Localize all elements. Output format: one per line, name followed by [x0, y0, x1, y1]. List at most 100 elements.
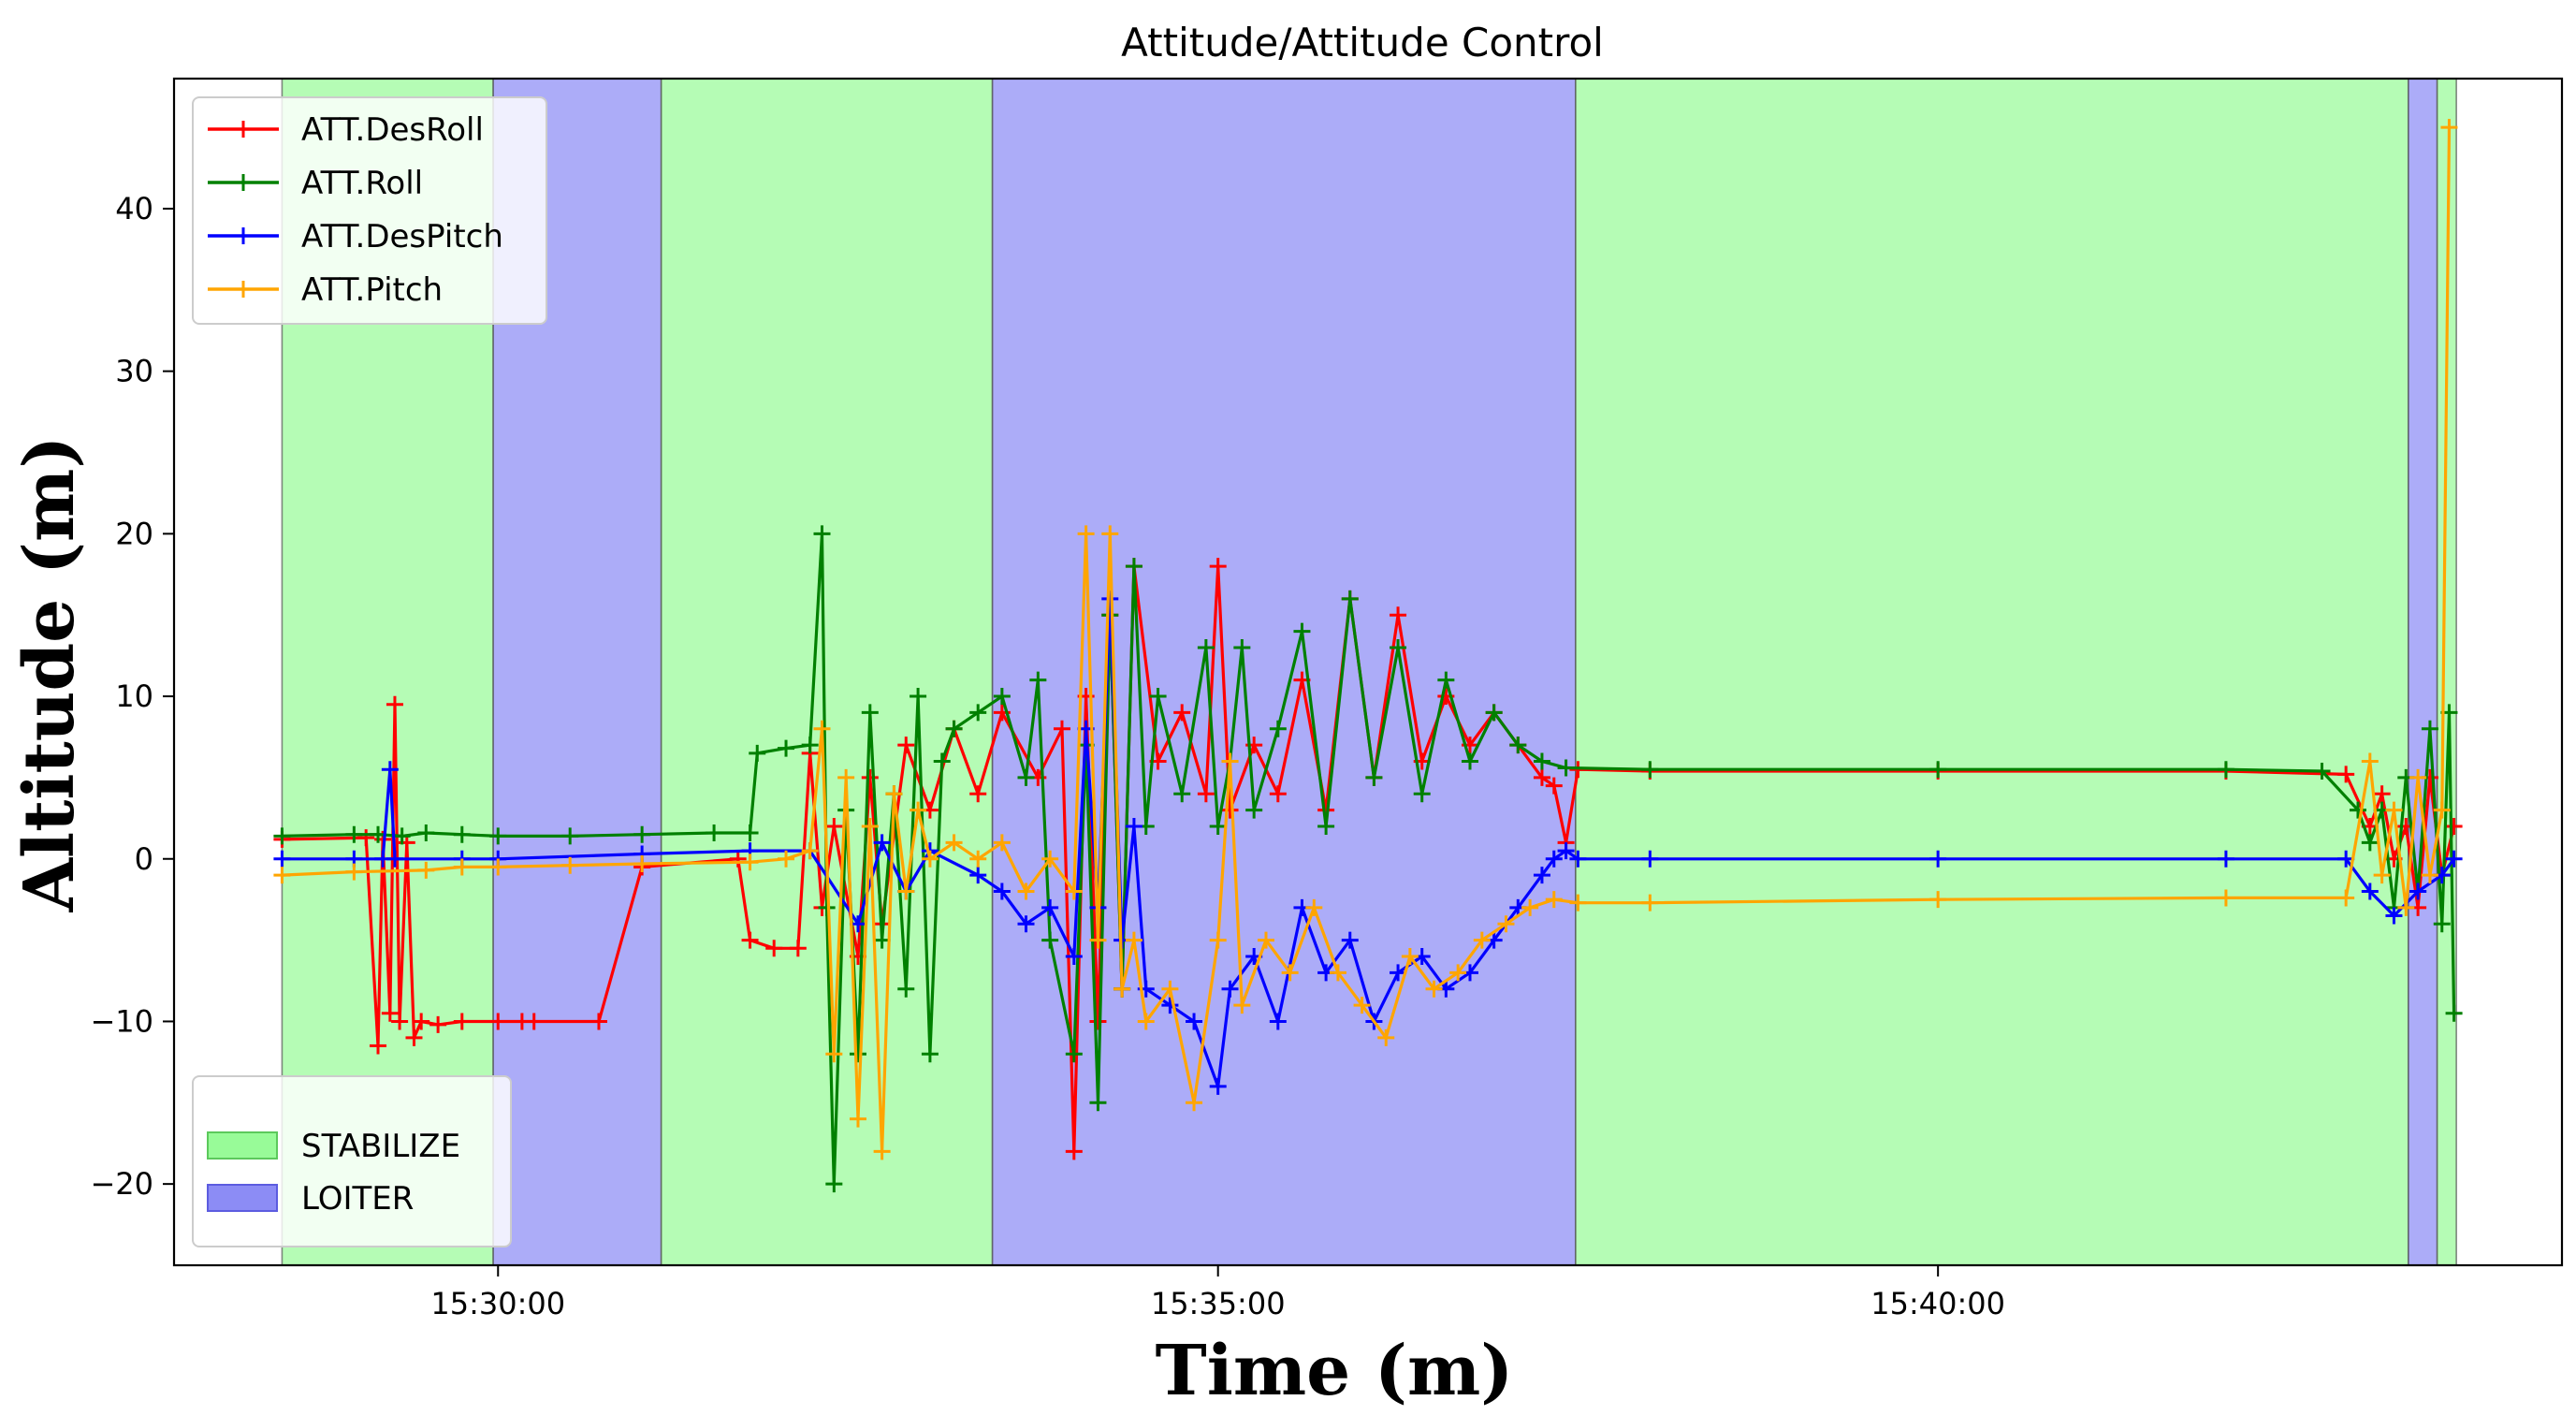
series-point-att-despitch-11: [873, 834, 891, 852]
series-point-att-pitch-51: [1641, 894, 1659, 912]
series-point-att-pitch-50: [1569, 894, 1587, 912]
series-point-att-pitch-14: [861, 818, 879, 836]
series-point-att-roll-1: [345, 825, 363, 843]
series-point-att-roll-55: [1485, 704, 1503, 722]
series-point-att-roll-11: [749, 744, 766, 762]
series-point-att-pitch-59: [2409, 768, 2427, 786]
series-point-att-pitch-1: [345, 863, 363, 881]
series-point-att-roll-51: [1390, 638, 1407, 656]
series-point-att-roll-7: [561, 827, 579, 845]
series-point-att-pitch-44: [1425, 980, 1443, 998]
series-point-att-roll-0: [273, 827, 291, 845]
series-point-att-pitch-20: [945, 834, 963, 852]
series-point-att-desroll-72: [2445, 818, 2463, 836]
series-point-att-roll-44: [1233, 638, 1251, 656]
series-point-att-despitch-18: [1065, 947, 1083, 965]
series-point-att-desroll-23: [825, 818, 843, 836]
series-point-att-desroll-14: [525, 1013, 543, 1030]
legend-label-att-pitch: ATT.Pitch: [301, 271, 443, 309]
x-tick-label-0: 15:30:00: [430, 1286, 565, 1321]
series-point-att-desroll-18: [741, 931, 759, 949]
series-point-att-desroll-33: [1053, 720, 1070, 737]
series-point-att-desroll-6: [391, 1013, 409, 1030]
series-point-att-desroll-66: [2373, 785, 2391, 803]
series-point-att-despitch-46: [1929, 850, 1947, 868]
series-point-att-despitch-27: [1209, 1077, 1227, 1095]
series-point-att-roll-23: [910, 688, 927, 706]
legend-marker-att-pitch: [235, 281, 252, 298]
series-point-att-pitch-17: [897, 883, 915, 900]
series-point-att-roll-30: [1029, 671, 1047, 689]
series-point-att-despitch-43: [1557, 842, 1575, 860]
y-tick-label-6: 40: [115, 191, 153, 226]
series-point-att-pitch-22: [993, 834, 1011, 852]
legend-marker-att-desroll: [235, 121, 252, 138]
series-point-att-roll-54: [1462, 752, 1479, 770]
series-point-att-pitch-3: [453, 858, 471, 876]
series-point-att-desroll-9: [413, 1013, 430, 1030]
series-point-att-despitch-53: [2445, 850, 2463, 868]
series-point-att-roll-52: [1413, 785, 1431, 803]
legend-label-loiter: LOITER: [301, 1180, 414, 1218]
series-point-att-pitch-57: [2385, 801, 2403, 819]
series-point-att-roll-32: [1065, 1045, 1083, 1063]
series-point-att-pitch-42: [1377, 1028, 1395, 1046]
series-point-att-roll-45: [1245, 801, 1263, 819]
plot-area-frame: [172, 77, 2564, 1267]
series-point-att-pitch-61: [2433, 801, 2451, 819]
series-point-att-desroll-25: [861, 768, 879, 786]
series-point-att-pitch-5: [561, 856, 579, 874]
series-point-att-despitch-45: [1641, 850, 1659, 868]
series-point-att-desroll-30: [969, 785, 987, 803]
series-point-att-roll-62: [2313, 762, 2331, 780]
series-point-att-roll-69: [2421, 720, 2438, 737]
series-layer: [273, 119, 2463, 1193]
series-point-att-pitch-16: [885, 785, 903, 803]
series-point-att-roll-24: [921, 1045, 939, 1063]
series-point-att-pitch-6: [633, 854, 651, 872]
series-point-att-roll-49: [1341, 590, 1359, 607]
series-point-att-desroll-43: [1209, 558, 1227, 576]
legend-swatch-stabilize: [207, 1131, 278, 1160]
series-point-att-pitch-33: [1186, 1094, 1203, 1112]
series-point-att-pitch-4: [489, 858, 507, 876]
y-tick-label-1: −10: [90, 1003, 153, 1039]
chart-title: Attitude/Attitude Control: [1121, 20, 1604, 66]
series-point-att-pitch-41: [1353, 997, 1371, 1014]
series-point-att-desroll-10: [429, 1015, 447, 1033]
series-point-att-despitch-26: [1186, 1013, 1203, 1030]
series-point-att-roll-9: [706, 824, 723, 841]
series-point-att-roll-4: [417, 824, 435, 841]
series-point-att-despitch-17: [1041, 898, 1059, 916]
series-point-att-roll-27: [969, 704, 987, 722]
series-point-att-desroll-15: [589, 1013, 607, 1030]
x-axis-label: Time (m): [1156, 1331, 1514, 1411]
series-point-att-pitch-37: [1257, 931, 1274, 949]
series-point-att-roll-25: [933, 752, 951, 770]
series-point-att-roll-22: [897, 980, 915, 998]
series-point-att-despitch-33: [1341, 931, 1359, 949]
series-point-att-roll-14: [813, 525, 831, 543]
x-tick-label-1: 15:35:00: [1151, 1286, 1286, 1321]
series-point-att-roll-40: [1173, 785, 1191, 803]
series-point-att-desroll-12: [489, 1013, 507, 1030]
series-point-att-roll-64: [2361, 834, 2379, 852]
series-point-att-pitch-46: [1473, 931, 1491, 949]
legend-series-box: [192, 96, 547, 325]
series-point-att-pitch-12: [837, 768, 855, 786]
series-point-att-pitch-13: [849, 1110, 866, 1128]
series-point-att-desroll-2: [370, 1037, 387, 1055]
series-point-att-pitch-55: [2361, 752, 2379, 770]
series-point-att-despitch-25: [1161, 997, 1179, 1014]
y-tick-label-4: 20: [115, 516, 153, 551]
series-point-att-roll-12: [778, 739, 795, 757]
series-point-att-desroll-5: [386, 695, 403, 713]
series-point-att-pitch-27: [1089, 931, 1107, 949]
series-point-att-pitch-31: [1137, 1013, 1155, 1030]
mode-span-loiter-5: [2408, 79, 2438, 1265]
series-point-att-pitch-52: [1929, 891, 1947, 909]
series-point-att-roll-61: [2217, 761, 2234, 779]
series-point-att-despitch-35: [1390, 964, 1407, 982]
series-point-att-roll-13: [801, 737, 819, 754]
series-point-att-roll-63: [2349, 801, 2366, 819]
